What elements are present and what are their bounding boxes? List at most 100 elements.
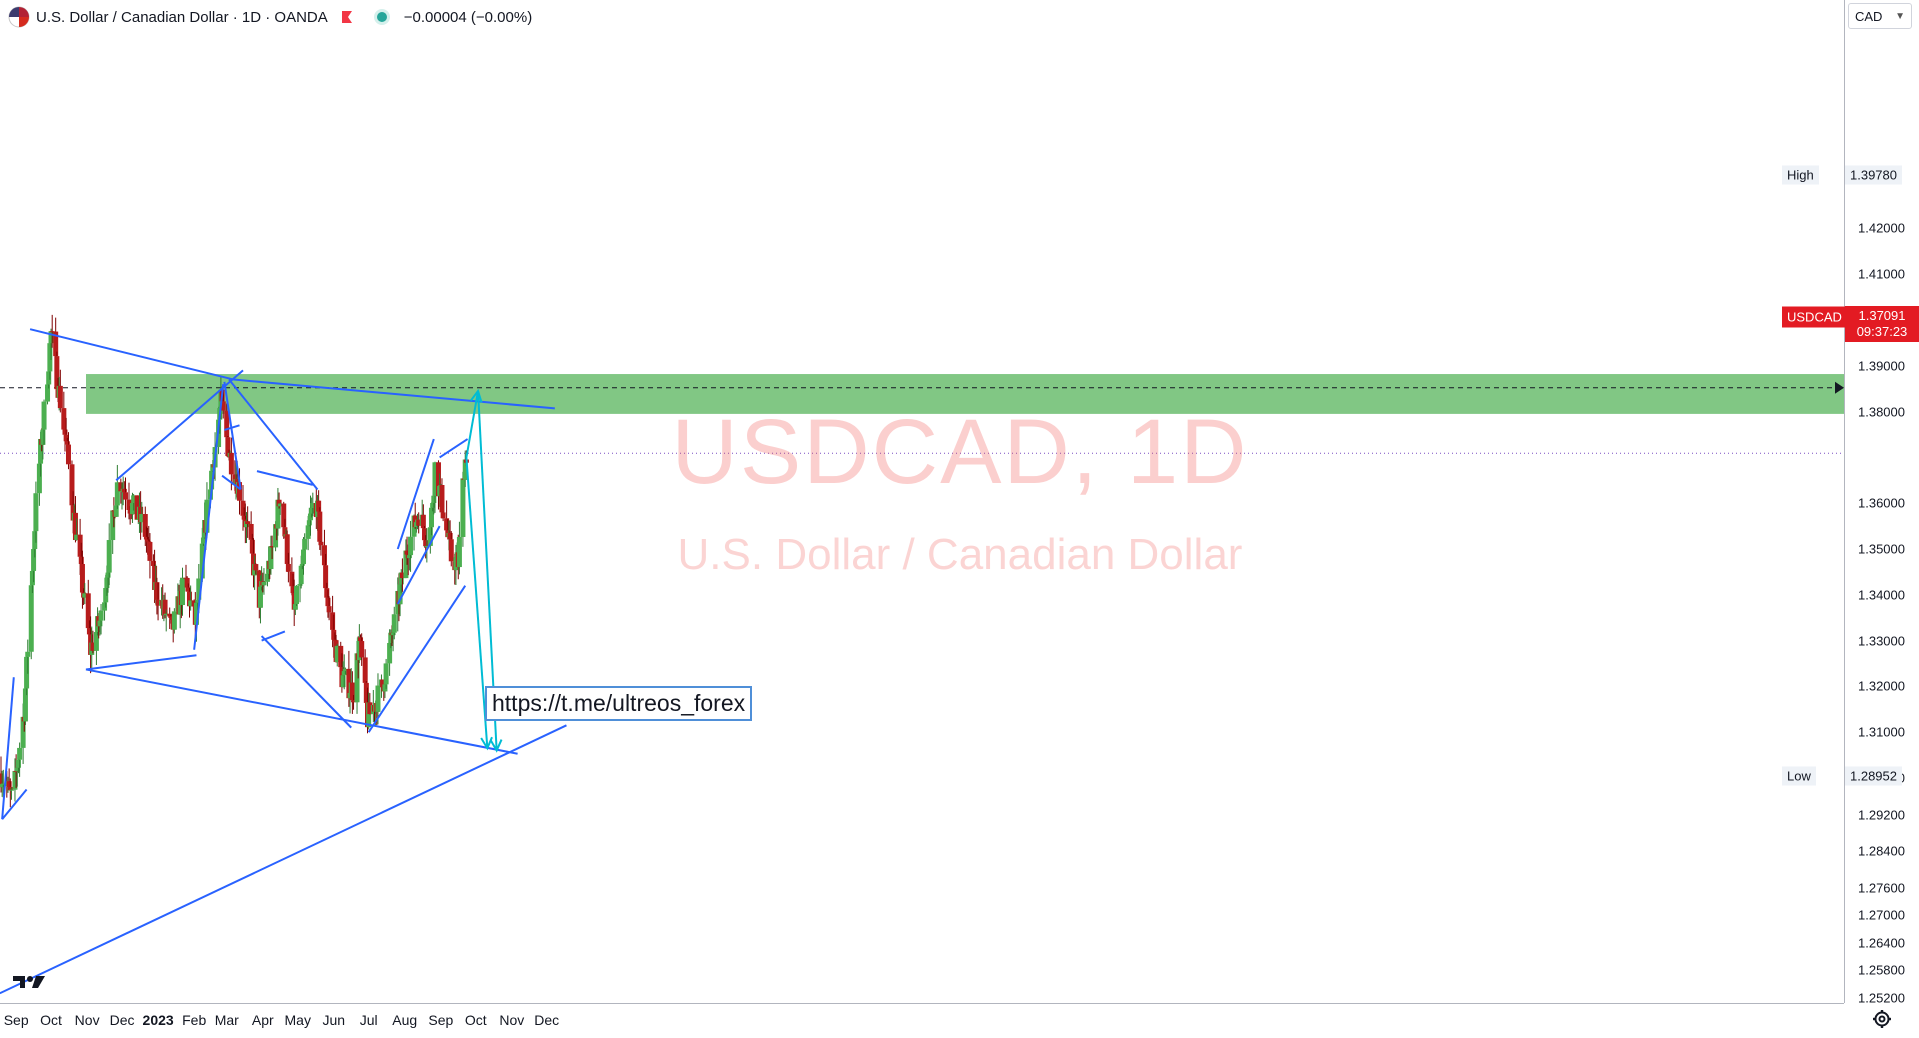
candle[interactable]: [90, 630, 96, 654]
candle[interactable]: [113, 503, 119, 518]
candle[interactable]: [261, 568, 267, 595]
candle[interactable]: [324, 582, 330, 600]
trendline[interactable]: [367, 585, 467, 733]
candle[interactable]: [285, 552, 291, 583]
candle[interactable]: [243, 512, 249, 544]
candle[interactable]: [321, 529, 327, 567]
candle[interactable]: [444, 500, 450, 534]
gear-icon[interactable]: [1872, 1009, 1892, 1029]
candle[interactable]: [106, 523, 112, 586]
candle[interactable]: [307, 495, 313, 536]
candle[interactable]: [253, 563, 259, 575]
candle[interactable]: [456, 521, 462, 575]
candle[interactable]: [435, 460, 441, 510]
candle[interactable]: [8, 787, 14, 800]
candle[interactable]: [139, 501, 145, 533]
candle[interactable]: [342, 667, 348, 675]
candle[interactable]: [65, 432, 71, 470]
candle[interactable]: [184, 576, 190, 589]
candle[interactable]: [460, 471, 466, 547]
candle[interactable]: [290, 573, 296, 596]
candle[interactable]: [326, 596, 332, 621]
candle[interactable]: [33, 481, 39, 543]
candle[interactable]: [462, 450, 468, 487]
candle[interactable]: [269, 535, 275, 560]
candle[interactable]: [277, 502, 283, 515]
candle[interactable]: [57, 369, 63, 413]
candle[interactable]: [220, 389, 226, 419]
trendline[interactable]: [85, 668, 518, 755]
candle[interactable]: [122, 477, 128, 518]
candle[interactable]: [12, 758, 18, 802]
trendline[interactable]: [396, 525, 441, 605]
candle[interactable]: [147, 533, 153, 579]
candle[interactable]: [61, 391, 67, 432]
candle[interactable]: [154, 577, 160, 615]
candle[interactable]: [74, 518, 80, 541]
candle[interactable]: [359, 633, 365, 666]
candle[interactable]: [391, 606, 397, 640]
candle[interactable]: [248, 511, 254, 546]
trendline[interactable]: [193, 384, 225, 650]
candle[interactable]: [399, 558, 405, 592]
candle[interactable]: [114, 464, 120, 509]
currency-selector[interactable]: CAD ▼: [1848, 3, 1912, 29]
symbol-title[interactable]: U.S. Dollar / Canadian Dollar · 1D · OAN…: [36, 8, 328, 26]
trendline[interactable]: [233, 378, 555, 410]
trendline[interactable]: [223, 381, 242, 490]
candle[interactable]: [41, 399, 47, 445]
resistance-zone[interactable]: [86, 374, 1844, 414]
candle[interactable]: [171, 608, 177, 634]
candle[interactable]: [110, 509, 116, 554]
candle[interactable]: [155, 583, 161, 621]
candle[interactable]: [79, 550, 85, 609]
candle[interactable]: [131, 493, 137, 511]
candle[interactable]: [349, 671, 355, 714]
candle[interactable]: [82, 583, 88, 605]
telegram-link[interactable]: https://t.me/ultreos_forex: [485, 686, 753, 721]
candle[interactable]: [432, 461, 438, 513]
candle[interactable]: [375, 673, 381, 725]
trendline[interactable]: [221, 474, 242, 491]
trendline[interactable]: [260, 635, 352, 729]
candle[interactable]: [363, 681, 369, 707]
candle[interactable]: [440, 511, 446, 522]
candle[interactable]: [275, 487, 281, 536]
candle[interactable]: [7, 778, 13, 808]
candle[interactable]: [63, 417, 69, 442]
trendline[interactable]: [1, 788, 28, 820]
candle[interactable]: [188, 585, 194, 611]
trendline[interactable]: [396, 438, 435, 550]
candle[interactable]: [163, 609, 169, 632]
candle[interactable]: [180, 567, 186, 616]
flag-marker-icon[interactable]: [340, 10, 354, 24]
candle[interactable]: [49, 314, 55, 348]
candle[interactable]: [54, 351, 60, 391]
candle[interactable]: [318, 540, 324, 556]
trendline[interactable]: [228, 378, 319, 491]
trendline[interactable]: [29, 328, 234, 381]
candle[interactable]: [17, 742, 23, 777]
candle[interactable]: [427, 524, 433, 554]
candle[interactable]: [447, 520, 453, 542]
candle[interactable]: [294, 585, 300, 606]
projection-arrow[interactable]: [465, 390, 480, 458]
candle[interactable]: [404, 536, 410, 565]
candle[interactable]: [341, 654, 347, 690]
candle[interactable]: [334, 643, 340, 667]
candle[interactable]: [268, 535, 274, 575]
candle[interactable]: [351, 694, 357, 710]
trendline[interactable]: [439, 438, 469, 459]
trendline[interactable]: [256, 470, 314, 486]
candle[interactable]: [85, 579, 91, 635]
candle[interactable]: [53, 317, 59, 362]
candle[interactable]: [6, 768, 12, 788]
candle[interactable]: [325, 589, 331, 618]
candle[interactable]: [428, 502, 434, 536]
projection-arrow[interactable]: [465, 457, 489, 749]
candle[interactable]: [388, 629, 394, 649]
candle[interactable]: [448, 531, 454, 567]
candle[interactable]: [383, 658, 389, 689]
candle[interactable]: [367, 693, 373, 715]
